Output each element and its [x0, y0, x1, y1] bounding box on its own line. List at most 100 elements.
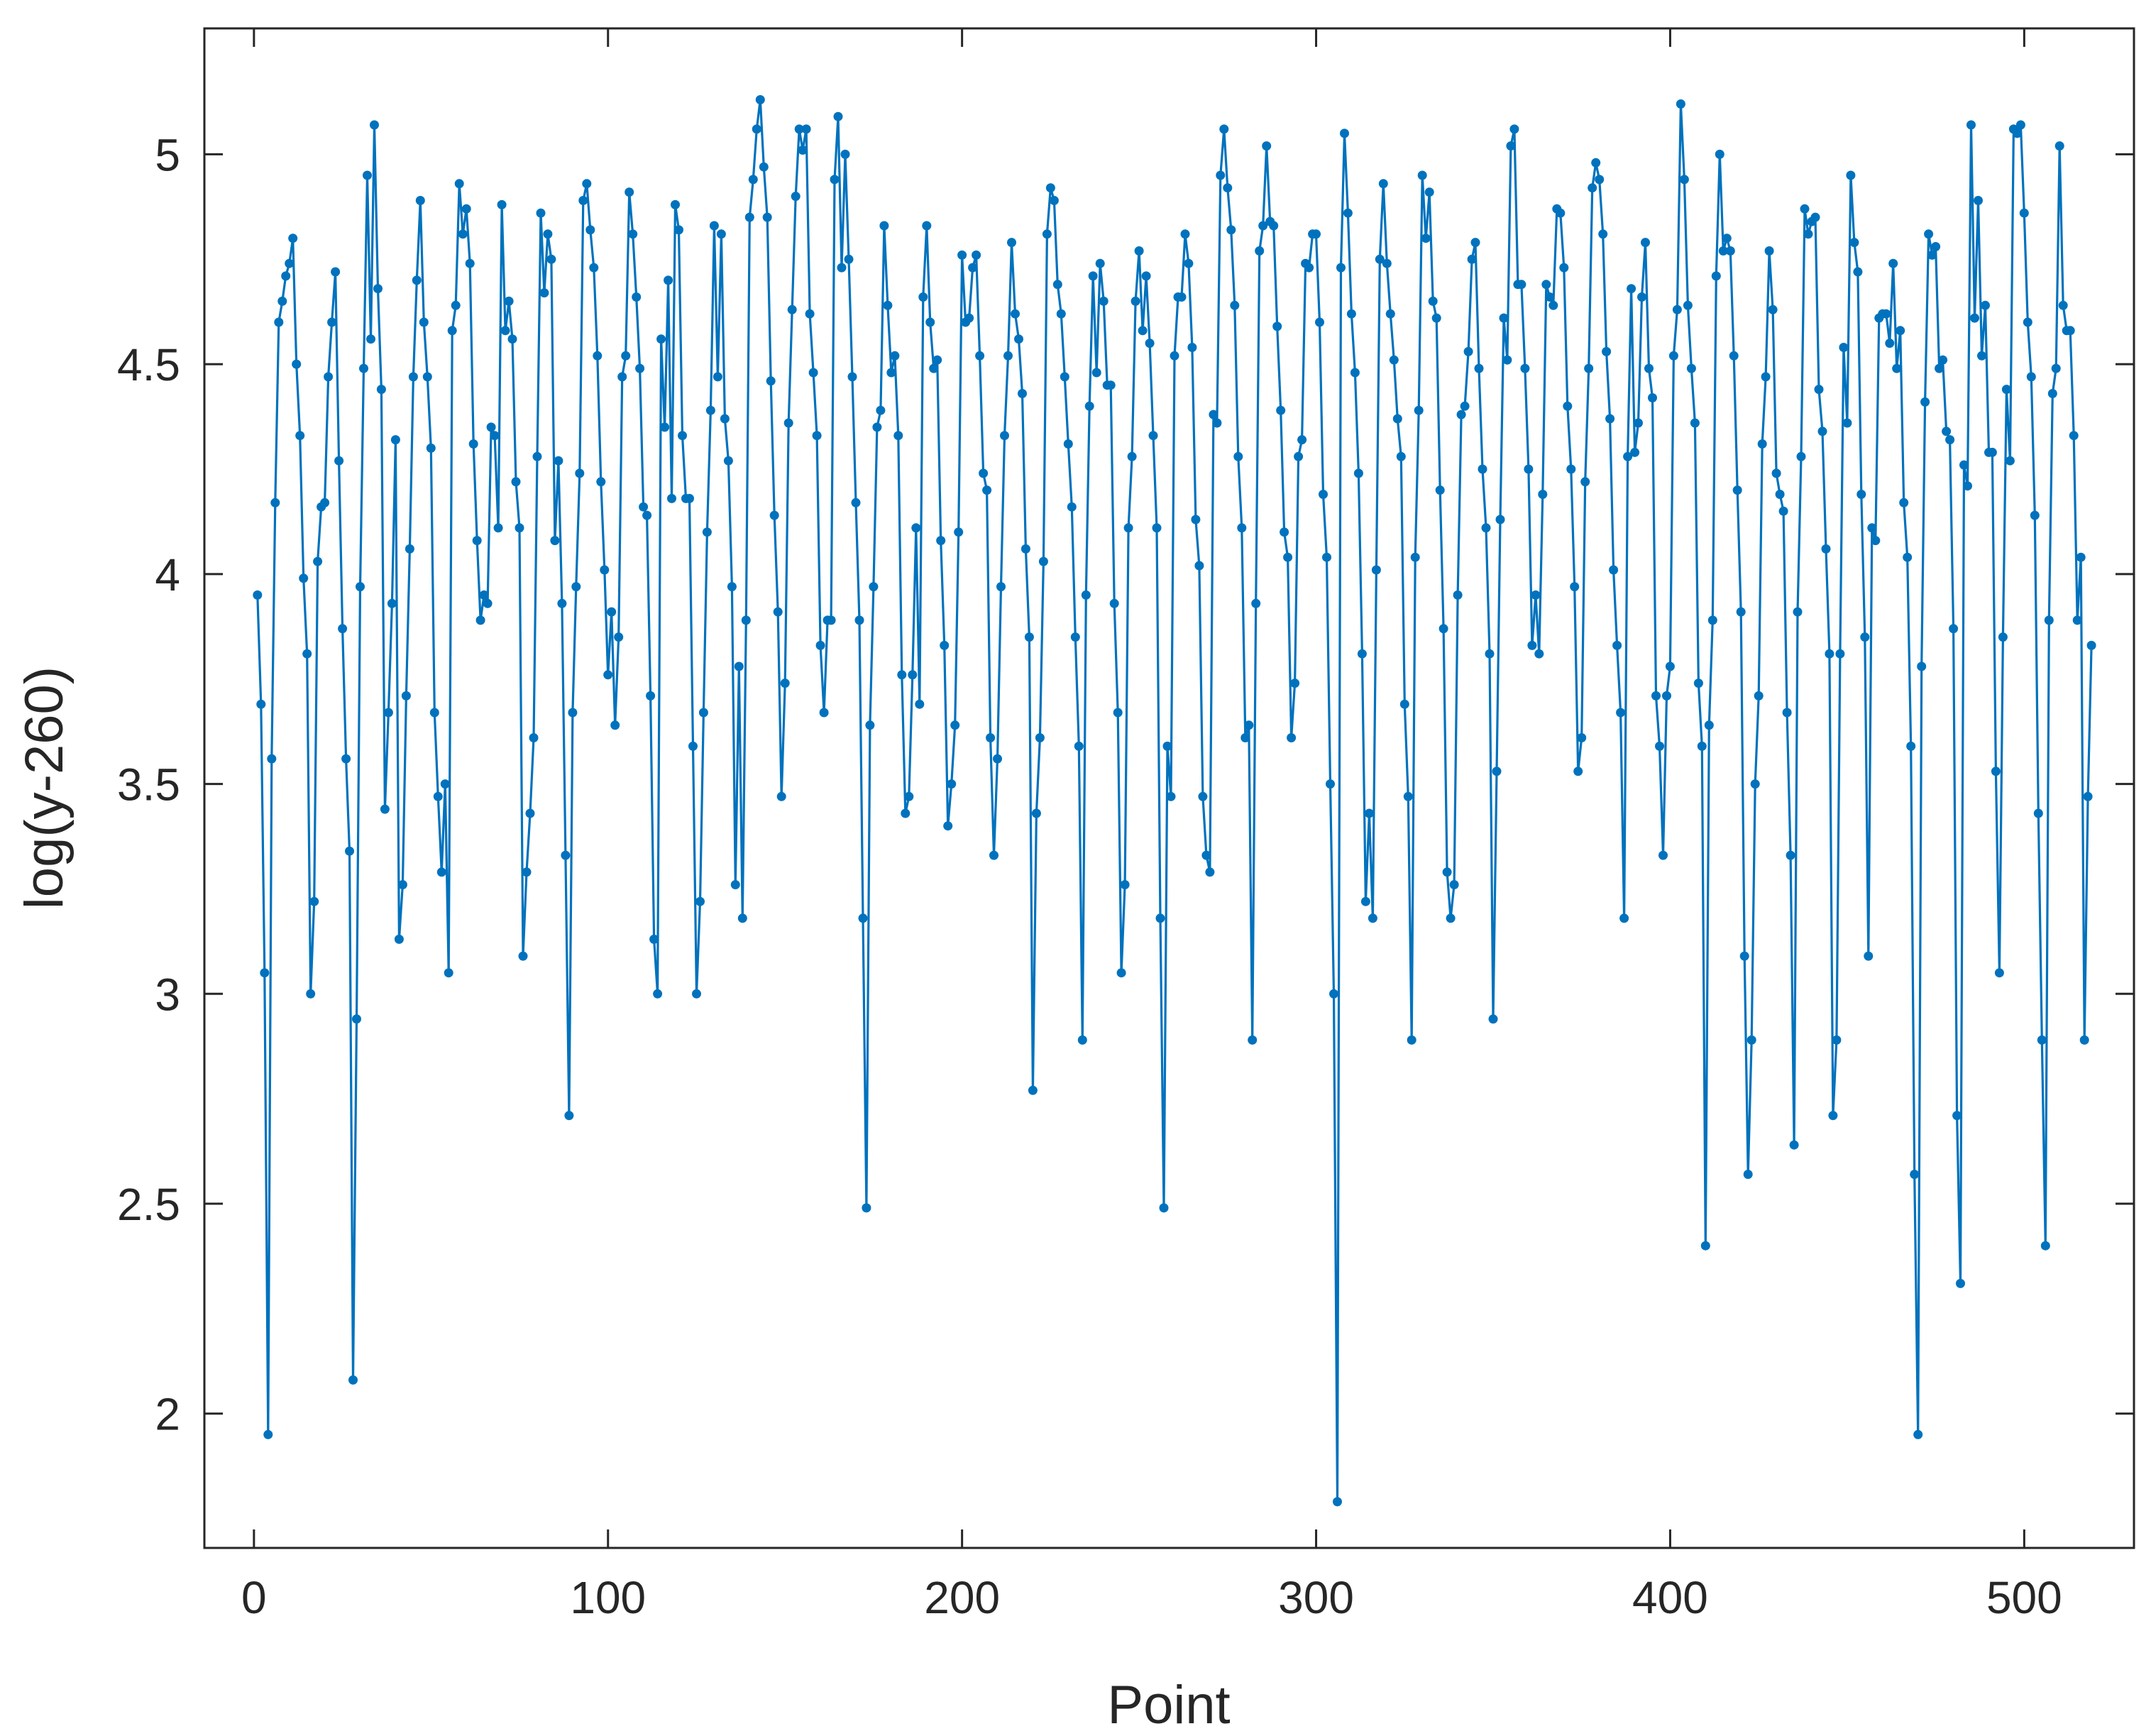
data-point	[274, 317, 284, 327]
data-point	[1063, 439, 1073, 449]
data-point	[1796, 451, 1806, 461]
data-point	[1109, 598, 1119, 608]
data-point	[1686, 363, 1696, 373]
data-point	[1113, 708, 1123, 718]
data-point	[1304, 263, 1314, 273]
data-point	[1170, 351, 1179, 361]
data-point	[840, 149, 850, 159]
data-point	[653, 989, 663, 999]
data-point	[1463, 346, 1473, 356]
data-point	[2083, 791, 2093, 801]
data-point	[833, 111, 843, 121]
data-point	[993, 754, 1002, 764]
data-point	[904, 791, 914, 801]
data-point	[1438, 624, 1448, 634]
data-point	[1396, 451, 1406, 461]
data-point	[1127, 451, 1137, 461]
data-point	[2026, 372, 2036, 382]
data-point	[1269, 221, 1279, 231]
data-point	[979, 468, 989, 478]
data-point	[1233, 451, 1243, 461]
data-point	[1924, 229, 1934, 239]
y-axis-label: log(y-260)	[14, 666, 75, 909]
data-point	[1081, 590, 1091, 600]
data-point	[1159, 1203, 1169, 1213]
data-point	[1910, 1170, 1920, 1180]
data-point	[571, 582, 581, 592]
data-point	[1757, 439, 1767, 449]
data-point	[1994, 968, 2004, 978]
data-point	[585, 225, 595, 235]
data-point	[1810, 212, 1820, 222]
data-point	[504, 296, 514, 306]
data-point	[625, 187, 634, 197]
data-point	[744, 212, 754, 222]
data-point	[1679, 175, 1689, 185]
data-point	[1595, 175, 1605, 185]
data-point	[830, 175, 840, 185]
data-point	[363, 170, 372, 180]
data-point	[1357, 649, 1367, 659]
data-point	[1842, 418, 1852, 428]
data-point	[1319, 490, 1328, 499]
y-tick-label: 3	[155, 969, 180, 1020]
data-point	[440, 779, 450, 789]
data-point	[646, 691, 656, 701]
y-tick-label: 5	[155, 129, 180, 180]
data-point	[925, 317, 935, 327]
data-point	[380, 804, 390, 814]
data-point	[1892, 363, 1902, 373]
data-point	[359, 363, 368, 373]
data-point	[1091, 368, 1101, 378]
data-point	[1531, 590, 1541, 600]
data-point	[759, 162, 769, 172]
data-point	[1364, 808, 1374, 818]
data-point	[1251, 598, 1261, 608]
data-point	[1343, 208, 1353, 218]
data-point	[263, 1429, 273, 1439]
data-point	[1768, 304, 1778, 314]
data-point	[1849, 238, 1859, 248]
data-point	[1637, 292, 1646, 302]
data-point	[405, 544, 414, 554]
data-point	[1244, 720, 1254, 730]
data-point	[752, 124, 761, 134]
x-tick-label: 0	[241, 1572, 267, 1623]
data-point	[1517, 280, 1526, 290]
data-point	[954, 527, 964, 537]
data-point	[1467, 254, 1477, 264]
data-point	[1375, 254, 1385, 264]
data-point	[1191, 515, 1201, 524]
x-tick-label: 100	[570, 1572, 646, 1623]
data-point	[727, 582, 737, 592]
data-point	[475, 615, 485, 625]
data-point	[1035, 733, 1045, 742]
data-point	[486, 422, 496, 432]
data-point	[1690, 418, 1700, 428]
data-point	[1524, 464, 1534, 474]
data-point	[730, 880, 740, 889]
data-point	[1952, 1111, 1962, 1121]
data-point	[2040, 1241, 2050, 1251]
data-point	[1860, 632, 1870, 642]
data-point	[324, 372, 334, 382]
data-point	[1194, 561, 1204, 571]
data-point	[1906, 741, 1916, 751]
data-point	[1814, 385, 1824, 395]
data-point	[561, 850, 571, 860]
data-point	[1446, 913, 1456, 923]
data-point	[1414, 405, 1424, 415]
data-point	[698, 708, 708, 718]
data-point	[281, 271, 291, 281]
data-point	[2001, 385, 2011, 395]
data-point	[1360, 896, 1370, 906]
data-point	[1152, 523, 1162, 533]
data-point	[705, 405, 715, 415]
data-point	[723, 456, 733, 466]
data-point	[260, 968, 270, 978]
data-point	[1453, 590, 1463, 600]
y-tick-label: 3.5	[117, 759, 180, 811]
data-point	[1488, 1014, 1498, 1024]
data-point	[1392, 414, 1402, 424]
data-point	[656, 334, 666, 344]
